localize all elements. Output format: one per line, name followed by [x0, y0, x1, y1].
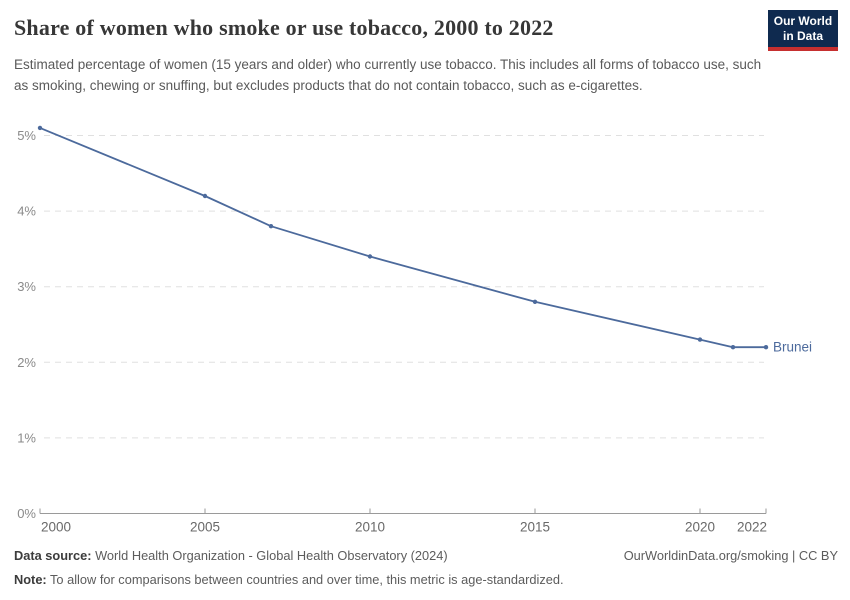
- y-tick-label: 1%: [17, 430, 36, 445]
- y-tick-label: 0%: [17, 506, 36, 521]
- owid-logo-line1: Our World: [773, 14, 833, 28]
- y-tick-label: 3%: [17, 279, 36, 294]
- data-point[interactable]: [37, 125, 43, 131]
- series-line-brunei[interactable]: [39, 127, 767, 349]
- x-tick-label: 2005: [190, 520, 220, 535]
- x-tick-label: 2022: [737, 520, 767, 535]
- footer-left: Data source: World Health Organization -…: [14, 547, 564, 589]
- page-title: Share of women who smoke or use tobacco,…: [14, 15, 554, 40]
- x-tick-label: 2020: [685, 520, 715, 535]
- footer-link[interactable]: OurWorldinData.org/smoking | CC BY: [623, 548, 838, 563]
- note-text: To allow for comparisons between countri…: [46, 572, 564, 588]
- owid-logo[interactable]: Our World in Data: [768, 10, 838, 51]
- data-point[interactable]: [730, 345, 736, 350]
- data-point[interactable]: [268, 224, 274, 229]
- series-end-label[interactable]: Brunei: [773, 340, 812, 355]
- y-tick-label: 4%: [17, 204, 36, 219]
- x-tick-label: 2015: [520, 520, 550, 535]
- y-tick-label: 2%: [17, 355, 36, 370]
- note-line: Note: To allow for comparisons between c…: [14, 571, 564, 588]
- data-source-line: Data source: World Health Organization -…: [14, 547, 564, 564]
- data-point[interactable]: [763, 345, 769, 350]
- data-source-text: World Health Organization - Global Healt…: [91, 548, 448, 563]
- data-point[interactable]: [202, 193, 208, 199]
- data-point[interactable]: [697, 337, 703, 342]
- note-label: Note:: [14, 572, 47, 588]
- chart-subtitle: Estimated percentage of women (15 years …: [14, 57, 762, 93]
- data-point[interactable]: [532, 299, 538, 304]
- x-tick-label: 2000: [41, 520, 71, 535]
- x-tick-label: 2010: [355, 520, 385, 535]
- data-source-label: Data source:: [14, 548, 92, 563]
- y-tick-label: 5%: [17, 128, 36, 143]
- chart-footer: Data source: World Health Organization -…: [14, 547, 838, 589]
- data-point[interactable]: [367, 254, 373, 259]
- owid-logo-line2: in Data: [782, 29, 823, 43]
